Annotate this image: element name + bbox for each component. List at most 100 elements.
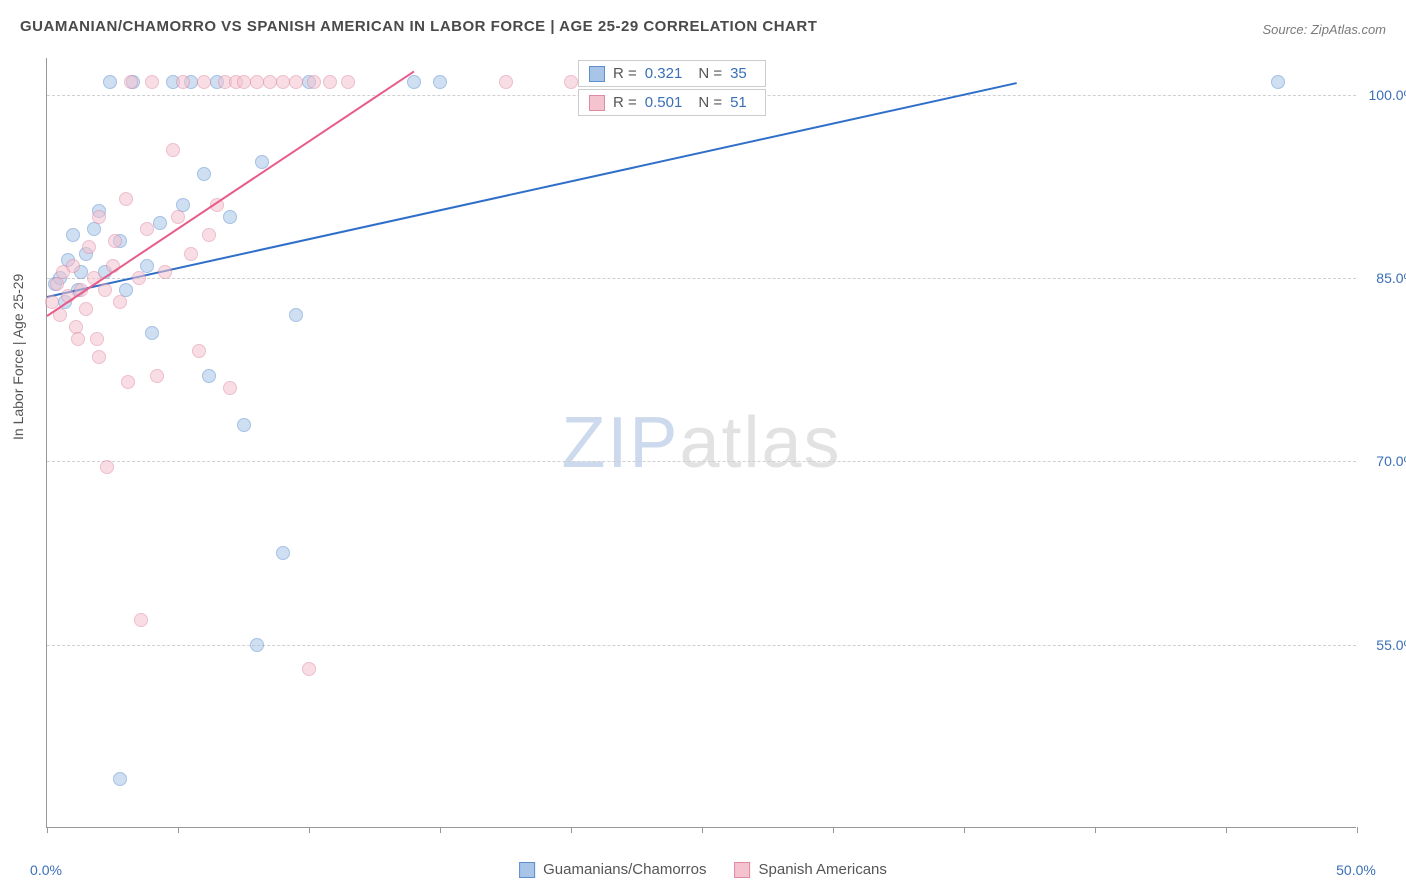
data-point — [192, 344, 206, 358]
legend-swatch — [589, 95, 605, 111]
data-point — [564, 75, 578, 89]
data-point — [302, 662, 316, 676]
data-point — [132, 271, 146, 285]
watermark-atlas: atlas — [679, 403, 841, 483]
data-point — [289, 308, 303, 322]
y-tick-label: 85.0% — [1361, 270, 1406, 286]
data-point — [98, 283, 112, 297]
data-point — [124, 75, 138, 89]
legend-series-label: Spanish Americans — [759, 861, 887, 878]
y-tick-label: 70.0% — [1361, 453, 1406, 469]
watermark-zip: ZIP — [561, 403, 679, 483]
data-point — [250, 75, 264, 89]
data-point — [50, 277, 64, 291]
trend-line — [46, 70, 414, 316]
x-tick — [178, 827, 179, 833]
gridline — [47, 645, 1356, 646]
legend-correlation-row: R =0.321N =35 — [578, 60, 766, 87]
x-tick-label: 0.0% — [30, 862, 62, 878]
data-point — [134, 613, 148, 627]
y-tick-label: 55.0% — [1361, 637, 1406, 653]
data-point — [223, 381, 237, 395]
data-point — [153, 216, 167, 230]
data-point — [113, 772, 127, 786]
gridline — [47, 278, 1356, 279]
data-point — [150, 369, 164, 383]
gridline — [47, 461, 1356, 462]
legend-swatch — [735, 862, 751, 878]
x-tick — [833, 827, 834, 833]
data-point — [176, 75, 190, 89]
trend-line — [47, 82, 1017, 298]
data-point — [289, 75, 303, 89]
legend-series-item: Spanish Americans — [735, 861, 887, 878]
data-point — [100, 460, 114, 474]
data-point — [202, 228, 216, 242]
data-point — [237, 418, 251, 432]
data-point — [145, 326, 159, 340]
data-point — [263, 75, 277, 89]
legend-swatch — [589, 66, 605, 82]
data-point — [66, 228, 80, 242]
source-attribution: Source: ZipAtlas.com — [1262, 22, 1386, 37]
n-label: N = — [698, 65, 722, 82]
data-point — [323, 75, 337, 89]
data-point — [407, 75, 421, 89]
data-point — [145, 75, 159, 89]
data-point — [341, 75, 355, 89]
n-label: N = — [698, 94, 722, 111]
x-tick — [702, 827, 703, 833]
x-tick — [1226, 827, 1227, 833]
n-value: 51 — [730, 94, 747, 111]
data-point — [90, 332, 104, 346]
data-point — [119, 192, 133, 206]
watermark: ZIPatlas — [561, 402, 841, 484]
x-tick — [1357, 827, 1358, 833]
data-point — [92, 210, 106, 224]
x-tick — [440, 827, 441, 833]
data-point — [158, 265, 172, 279]
data-point — [276, 546, 290, 560]
data-point — [276, 75, 290, 89]
x-tick — [1095, 827, 1096, 833]
y-axis-label: In Labor Force | Age 25-29 — [10, 274, 26, 440]
plot-area: ZIPatlas 55.0%70.0%85.0%100.0% — [46, 58, 1356, 828]
n-value: 35 — [730, 65, 747, 82]
data-point — [197, 75, 211, 89]
data-point — [82, 240, 96, 254]
data-point — [171, 210, 185, 224]
x-tick — [47, 827, 48, 833]
x-tick-label: 50.0% — [1336, 862, 1376, 878]
data-point — [103, 75, 117, 89]
data-point — [166, 143, 180, 157]
data-point — [121, 375, 135, 389]
r-value: 0.501 — [645, 94, 683, 111]
chart-title: GUAMANIAN/CHAMORRO VS SPANISH AMERICAN I… — [20, 18, 817, 35]
legend-correlation: R =0.321N =35R =0.501N =51 — [578, 60, 766, 116]
legend-series-item: Guamanians/Chamorros — [519, 861, 706, 878]
x-tick — [571, 827, 572, 833]
r-value: 0.321 — [645, 65, 683, 82]
data-point — [197, 167, 211, 181]
data-point — [223, 210, 237, 224]
data-point — [140, 222, 154, 236]
data-point — [237, 75, 251, 89]
legend-series-label: Guamanians/Chamorros — [543, 861, 706, 878]
data-point — [66, 259, 80, 273]
data-point — [184, 247, 198, 261]
data-point — [499, 75, 513, 89]
data-point — [307, 75, 321, 89]
data-point — [92, 350, 106, 364]
data-point — [79, 302, 93, 316]
x-tick — [964, 827, 965, 833]
data-point — [108, 234, 122, 248]
y-tick-label: 100.0% — [1361, 87, 1406, 103]
data-point — [202, 369, 216, 383]
data-point — [87, 222, 101, 236]
legend-correlation-row: R =0.501N =51 — [578, 89, 766, 116]
data-point — [1271, 75, 1285, 89]
data-point — [113, 295, 127, 309]
legend-swatch — [519, 862, 535, 878]
legend-series: Guamanians/Chamorros Spanish Americans — [519, 861, 887, 878]
data-point — [433, 75, 447, 89]
